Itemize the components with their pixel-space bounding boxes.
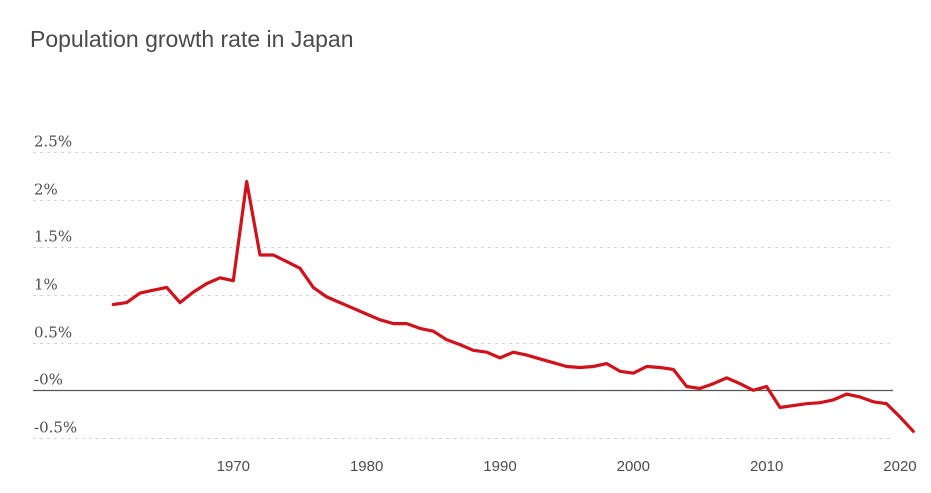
data-point: [298, 266, 303, 271]
data-point: [551, 360, 556, 365]
data-point: [111, 302, 116, 307]
data-point: [178, 300, 183, 305]
data-point: [764, 384, 769, 389]
data-point: [218, 275, 223, 280]
x-tick-label: 2010: [750, 458, 783, 475]
data-point: [511, 350, 516, 355]
data-point: [484, 350, 489, 355]
data-point: [271, 253, 276, 258]
data-point: [578, 365, 583, 370]
data-point: [751, 388, 756, 393]
data-point: [778, 405, 783, 410]
data-point: [391, 321, 396, 326]
data-point: [338, 300, 343, 305]
data-point: [671, 367, 676, 372]
data-point: [911, 429, 916, 434]
data-point: [244, 179, 249, 184]
data-point: [591, 364, 596, 369]
data-point: [538, 356, 543, 361]
data-point: [444, 337, 449, 342]
x-axis-ticks: 1970 1980 1990 2000 2010 2020: [217, 458, 917, 475]
data-point: [738, 381, 743, 386]
data-point: [631, 371, 636, 376]
data-point: [498, 355, 503, 360]
data-point: [418, 326, 423, 331]
data-point: [698, 386, 703, 391]
data-point: [284, 259, 289, 264]
y-tick-label: 1%: [34, 276, 58, 294]
data-point: [684, 384, 689, 389]
data-point: [791, 403, 796, 408]
y-tick-label: 2%: [34, 181, 58, 199]
data-point: [804, 401, 809, 406]
data-point: [378, 317, 383, 322]
data-point: [711, 381, 716, 386]
data-point: [351, 306, 356, 311]
data-point: [884, 401, 889, 406]
data-point: [164, 285, 169, 290]
data-point: [364, 312, 369, 317]
series-layer: [111, 179, 916, 434]
data-point: [138, 291, 143, 296]
data-point: [524, 353, 529, 358]
data-point: [191, 290, 196, 295]
data-point: [431, 329, 436, 334]
x-tick-label: 1990: [483, 458, 516, 475]
data-point: [324, 294, 329, 299]
data-point: [471, 348, 476, 353]
data-point: [458, 342, 463, 347]
data-point: [724, 375, 729, 380]
data-point: [258, 253, 263, 258]
data-point: [898, 415, 903, 420]
data-point: [204, 281, 209, 286]
x-tick-label: 2000: [617, 458, 650, 475]
data-point: [871, 399, 876, 404]
y-tick-label: 1.5%: [34, 228, 72, 246]
x-tick-label: 1980: [350, 458, 383, 475]
y-tick-label: -0.5%: [34, 419, 77, 437]
data-point: [311, 285, 316, 290]
y-tick-label: 0.5%: [34, 324, 72, 342]
data-point: [644, 364, 649, 369]
gridlines: [33, 152, 893, 439]
data-point: [618, 369, 623, 374]
data-point: [858, 395, 863, 400]
data-point: [564, 364, 569, 369]
y-tick-label: 2.5%: [34, 133, 72, 151]
series-line: [111, 180, 915, 433]
chart-title: Population growth rate in Japan: [30, 26, 354, 52]
data-point: [658, 365, 663, 370]
data-point: [831, 397, 836, 402]
data-point: [404, 321, 409, 326]
data-point: [818, 400, 823, 405]
data-point: [124, 300, 129, 305]
y-tick-label: -0%: [34, 371, 63, 389]
x-tick-label: 1970: [217, 458, 250, 475]
data-point: [151, 288, 156, 293]
data-point: [844, 392, 849, 397]
data-point: [604, 361, 609, 366]
data-point: [231, 278, 236, 283]
y-axis-ticks: 2.5% 2% 1.5% 1% 0.5% -0% -0.5%: [34, 133, 77, 437]
x-tick-label: 2020: [883, 458, 916, 475]
